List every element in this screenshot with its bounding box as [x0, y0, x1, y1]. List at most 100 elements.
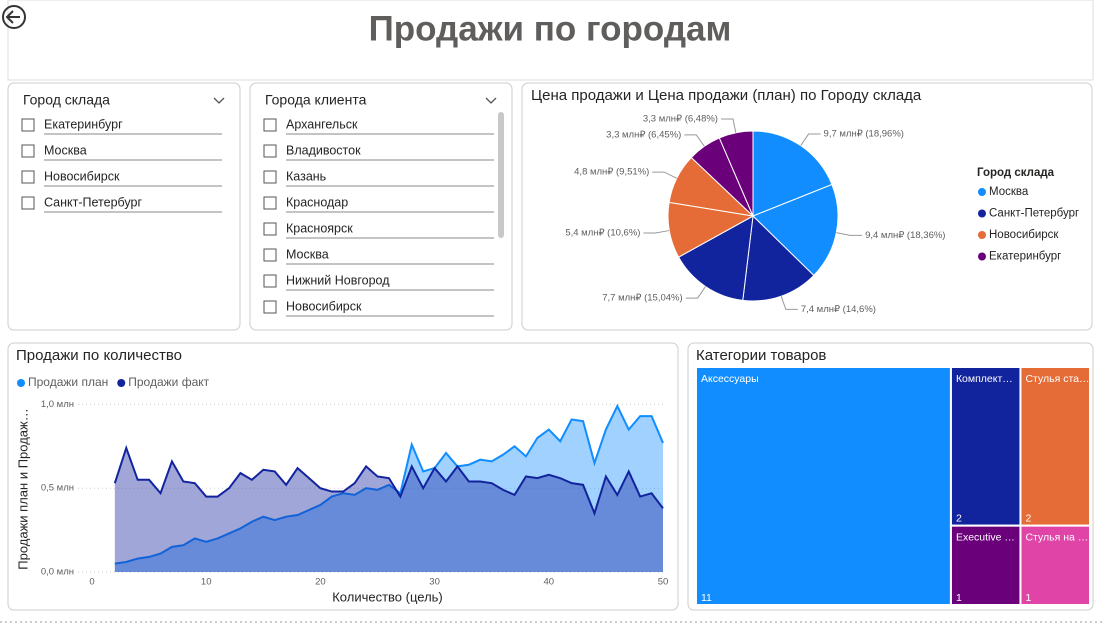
treemap-tile[interactable]	[949, 366, 1022, 527]
checkbox[interactable]	[21, 170, 35, 184]
checkbox[interactable]	[263, 196, 277, 210]
data-label: 3,3 млн₽ (6,45%)	[606, 129, 681, 140]
x-axis-title: Количество (цель)	[332, 589, 443, 604]
y-axis-title: Продажи план и Продаж…	[15, 408, 30, 569]
tile-value: 2	[1025, 512, 1031, 524]
area-fill	[114, 406, 664, 572]
checkbox[interactable]	[263, 118, 277, 132]
checkbox[interactable]	[263, 170, 277, 184]
slicer-item[interactable]: Новосибирск	[44, 169, 120, 183]
slicer-item[interactable]: Екатеринбург	[44, 117, 123, 131]
legend-label[interactable]: Новосибирск	[989, 229, 1059, 241]
checkbox[interactable]	[263, 144, 277, 158]
tile-value: 2	[956, 512, 962, 524]
x-tick-label: 0	[89, 577, 94, 588]
slicer-title: Города клиента	[265, 92, 367, 108]
tile-value: 1	[1025, 592, 1031, 604]
header-panel	[7, 0, 1094, 81]
leader-line	[836, 232, 863, 236]
series-line	[113, 444, 664, 517]
checkbox[interactable]	[263, 248, 277, 262]
x-tick-label: 30	[429, 577, 440, 588]
legend-label[interactable]: Санкт-Петербург	[989, 208, 1079, 220]
page-title: Продажи по городам	[369, 9, 732, 48]
checkbox[interactable]	[21, 118, 35, 132]
series-line	[114, 403, 664, 565]
treemap-tile[interactable]	[695, 366, 952, 606]
legend-marker	[117, 379, 126, 387]
leader-line	[780, 296, 798, 310]
leader-line	[685, 286, 706, 299]
checkbox[interactable]	[263, 222, 277, 236]
tile-value: 11	[701, 592, 712, 604]
checkbox[interactable]	[263, 300, 277, 314]
leader-line	[652, 171, 678, 179]
leader-line	[684, 134, 705, 147]
y-tick-label: 0,5 млн	[41, 483, 74, 494]
slicer-item[interactable]: Москва	[286, 247, 329, 261]
legend-marker	[978, 188, 986, 196]
slicer-item[interactable]: Санкт-Петербург	[44, 195, 142, 209]
slicer-item[interactable]: Новосибирск	[286, 299, 362, 313]
tile-label: Комплект…	[956, 373, 1013, 385]
chart-title: Цена продажи и Цена продажи (план) по Го…	[531, 87, 922, 104]
tile-label: Executive …	[956, 531, 1015, 543]
slicer-item[interactable]: Архангельск	[286, 117, 358, 131]
pie-slice	[677, 215, 754, 301]
back-button[interactable]	[2, 5, 26, 29]
tile-label: Стулья на …	[1025, 531, 1088, 543]
checkbox[interactable]	[21, 144, 35, 158]
data-label: 9,4 млн₽ (18,36%)	[865, 230, 945, 241]
data-label: 5,4 млн₽ (10,6%)	[565, 227, 640, 238]
pie-slice	[752, 130, 833, 217]
area-panel	[7, 342, 679, 611]
chart-title: Продажи по количество	[16, 347, 182, 364]
leader-line	[800, 133, 821, 146]
data-label: 3,3 млн₽ (6,48%)	[643, 114, 718, 125]
slicer-chevron[interactable]	[485, 97, 497, 104]
legend-label[interactable]: Екатеринбург	[989, 251, 1061, 263]
legend-marker	[978, 252, 986, 261]
chart-title: Категории товаров	[696, 347, 826, 364]
x-tick-label: 50	[658, 577, 669, 588]
tile-label: Аксессуары	[701, 373, 759, 385]
slicer-item[interactable]: Владивосток	[286, 143, 361, 157]
data-label: 9,7 млн₽ (18,96%)	[824, 129, 904, 140]
slicer-item[interactable]: Красноярск	[286, 221, 353, 235]
back-icon[interactable]	[2, 5, 26, 29]
slicer-title: Город склада	[23, 92, 110, 108]
pie-slice	[742, 214, 815, 302]
slicer-item[interactable]: Краснодар	[286, 195, 348, 209]
checkbox[interactable]	[21, 196, 35, 210]
back-arrow[interactable]	[5, 10, 20, 24]
treemap-tile[interactable]	[1019, 366, 1091, 527]
area-fill	[114, 447, 664, 572]
scrollbar[interactable]	[498, 112, 504, 238]
slicer-item[interactable]: Казань	[286, 169, 326, 183]
treemap-tile[interactable]	[1019, 524, 1091, 607]
y-tick-label: 0,0 млн	[41, 567, 74, 578]
legend-label[interactable]: Москва	[989, 186, 1029, 198]
data-label: 7,7 млн₽ (15,04%)	[602, 293, 682, 304]
x-tick-label: 10	[201, 577, 212, 588]
data-label: 7,4 млн₽ (14,6%)	[801, 304, 876, 315]
slicer-panel	[7, 82, 241, 331]
checkbox[interactable]	[263, 274, 277, 288]
y-tick-label: 1,0 млн	[41, 399, 74, 410]
legend-marker	[17, 379, 25, 387]
x-tick-label: 20	[315, 577, 326, 588]
treemap-tile[interactable]	[949, 524, 1022, 607]
slicer-item[interactable]: Москва	[44, 143, 87, 157]
leader-line	[720, 118, 737, 133]
legend-marker	[978, 231, 986, 239]
tile-value: 1	[956, 592, 962, 604]
slicer-item[interactable]: Нижний Новгород	[286, 273, 390, 287]
slicer-chevron[interactable]	[213, 97, 225, 104]
data-label: 4,8 млн₽ (9,51%)	[574, 167, 649, 178]
legend-label[interactable]: Продажи план	[28, 375, 108, 389]
legend-label[interactable]: Продажи факт	[128, 375, 209, 389]
legend-title: Город склада	[977, 167, 1055, 179]
legend-marker	[978, 209, 986, 218]
